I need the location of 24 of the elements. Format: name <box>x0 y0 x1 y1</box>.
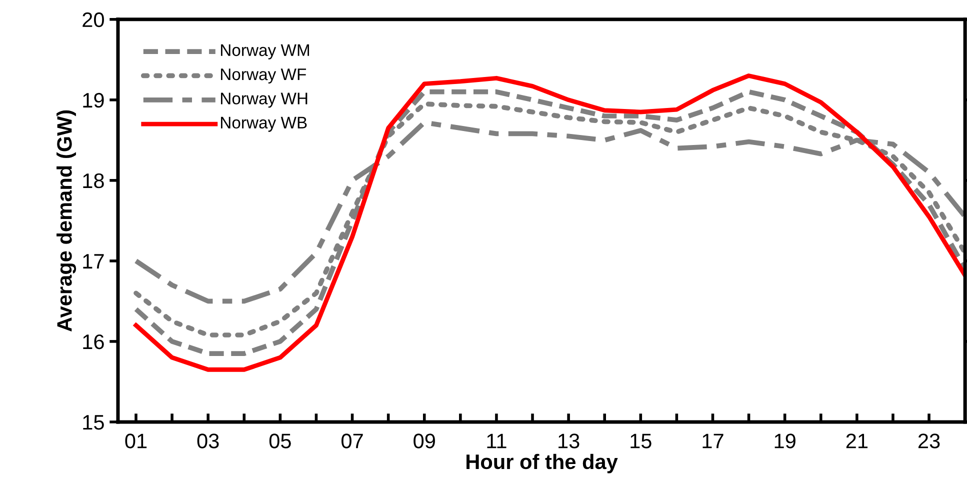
y-tick-label: 19 <box>83 92 104 108</box>
x-tick-label: 01 <box>125 434 147 448</box>
y-axis-title: Average demand (GW) <box>56 110 76 332</box>
y-tick-label: 20 <box>82 12 104 28</box>
x-tick-label: 21 <box>846 434 868 448</box>
x-tick-label: 11 <box>487 434 506 448</box>
legend-label: Norway WB <box>220 116 307 132</box>
x-tick-label: 19 <box>774 434 796 448</box>
y-tick-label: 18 <box>83 173 104 188</box>
legend-label: Norway WH <box>220 92 308 108</box>
x-tick-label: 23 <box>918 434 940 448</box>
x-tick-label: 05 <box>269 434 291 448</box>
y-tick-label: 16 <box>83 334 104 350</box>
y-tick-label: 15 <box>83 415 104 430</box>
y-tick-label: 17 <box>83 254 104 268</box>
legend-label: Norway WM <box>220 44 309 60</box>
x-tick-label: 17 <box>702 434 724 448</box>
x-axis-title: Hour of the day <box>466 454 618 474</box>
x-tick-label: 09 <box>414 434 435 448</box>
legend-label: Norway WF <box>220 68 306 84</box>
x-tick-label: 07 <box>342 434 363 448</box>
x-tick-label: 03 <box>197 434 219 448</box>
x-tick-label: 15 <box>630 434 652 448</box>
x-tick-label: 13 <box>558 434 580 448</box>
